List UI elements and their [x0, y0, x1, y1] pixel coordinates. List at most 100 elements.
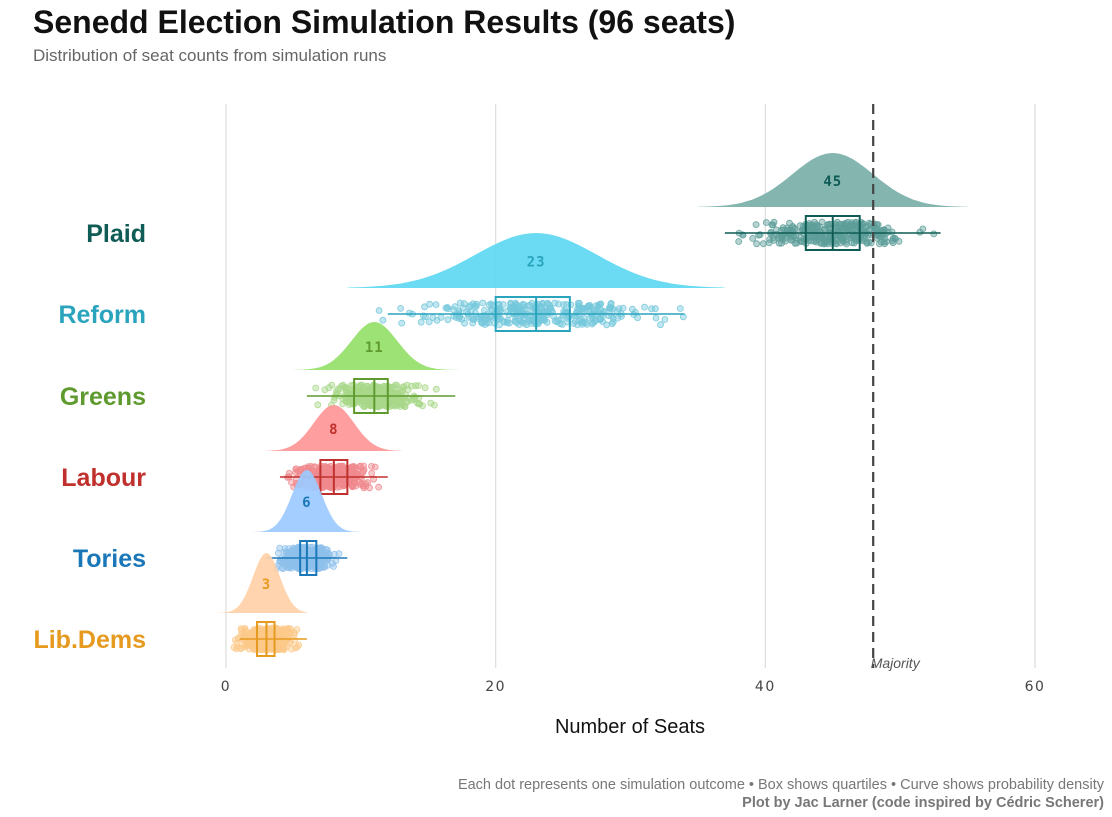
simulation-point: [242, 627, 250, 635]
simulation-point: [470, 315, 477, 323]
simulation-point: [752, 221, 760, 229]
simulation-point: [500, 318, 508, 326]
simulation-point: [479, 299, 487, 307]
simulation-point: [341, 383, 349, 391]
simulation-point: [471, 309, 479, 317]
iqr-box: [299, 540, 318, 576]
simulation-point: [352, 470, 360, 478]
simulation-point: [760, 240, 767, 248]
simulation-point: [432, 301, 440, 309]
simulation-point: [274, 549, 282, 557]
simulation-point: [538, 303, 546, 311]
simulation-point: [873, 221, 881, 229]
simulation-point: [351, 464, 359, 471]
iqr-box: [353, 378, 389, 414]
simulation-point: [241, 643, 249, 651]
simulation-point: [888, 228, 896, 236]
simulation-point: [556, 320, 564, 328]
simulation-point: [443, 303, 451, 311]
simulation-point: [559, 311, 567, 319]
x-axis-title: Number of Seats: [555, 716, 705, 738]
simulation-point: [267, 645, 275, 653]
series-labour: 8 Labour: [61, 405, 402, 495]
simulation-point: [231, 636, 239, 644]
simulation-point: [735, 238, 743, 245]
simulation-point: [314, 401, 322, 409]
simulation-point: [399, 401, 407, 409]
x-tick-label: 60: [1025, 679, 1046, 695]
simulation-point: [487, 306, 495, 314]
simulation-point: [766, 236, 773, 243]
simulation-point: [451, 303, 459, 311]
iqr-box: [494, 296, 571, 332]
chart-subtitle: Distribution of seat counts from simulat…: [33, 46, 387, 65]
simulation-point: [838, 220, 845, 228]
simulation-point: [676, 305, 684, 312]
density-curve: [347, 233, 725, 288]
simulation-point: [775, 234, 782, 242]
simulation-point: [393, 401, 401, 409]
chart-title: Senedd Election Simulation Results (96 s…: [33, 4, 736, 40]
simulation-point: [312, 384, 320, 392]
simulation-point: [814, 223, 821, 231]
simulation-point: [471, 302, 479, 310]
series-plaid: 45 Plaid: [86, 153, 968, 251]
simulation-point: [276, 557, 284, 565]
simulation-point: [769, 221, 777, 229]
simulation-point: [762, 219, 770, 226]
simulation-point: [864, 222, 872, 230]
simulation-point: [778, 239, 785, 247]
simulation-point: [355, 382, 363, 390]
simulation-point: [818, 218, 826, 226]
party-label: Reform: [58, 301, 146, 329]
simulation-point: [417, 318, 425, 326]
simulation-point: [320, 469, 328, 477]
simulation-point: [607, 299, 615, 307]
simulation-point: [652, 314, 660, 322]
simulation-point: [430, 401, 438, 409]
x-tick-label: 20: [485, 679, 506, 695]
median-label: 11: [365, 340, 384, 356]
density-curve: [212, 553, 307, 613]
simulation-point: [330, 563, 337, 570]
simulation-point: [337, 462, 345, 470]
simulation-point: [375, 307, 383, 314]
simulation-point: [593, 305, 600, 313]
simulation-point: [526, 301, 534, 309]
simulation-point: [414, 382, 422, 390]
median-label: 8: [329, 422, 338, 438]
simulation-point: [234, 643, 242, 651]
simulation-point: [784, 224, 791, 232]
simulation-point: [853, 221, 860, 229]
series-reform: 23 Reform: [58, 233, 725, 332]
simulation-point: [444, 316, 452, 324]
simulation-point: [364, 479, 372, 486]
simulation-point: [487, 300, 495, 308]
simulation-point: [491, 319, 499, 327]
simulation-point: [398, 384, 406, 391]
simulation-point: [579, 305, 587, 313]
caption-credit: Plot by Jac Larner (code inspired by Céd…: [742, 795, 1104, 811]
simulation-point: [930, 230, 938, 238]
simulation-point: [282, 558, 290, 566]
simulation-point: [360, 466, 368, 474]
simulation-point: [480, 306, 488, 314]
party-label: Greens: [60, 383, 146, 411]
x-tick-label: 40: [755, 679, 776, 695]
simulation-point: [563, 301, 570, 308]
simulation-point: [641, 303, 648, 311]
series-greens: 11 Greens: [60, 322, 469, 414]
simulation-point: [379, 316, 387, 324]
simulation-point: [555, 300, 562, 308]
party-label: Plaid: [86, 220, 146, 248]
simulation-point: [648, 305, 655, 313]
simulation-point: [317, 563, 325, 571]
simulation-point: [456, 299, 464, 307]
simulation-point: [512, 299, 519, 307]
simulation-point: [288, 551, 296, 558]
simulation-point: [266, 631, 274, 639]
simulation-point: [279, 645, 287, 653]
simulation-point: [514, 306, 522, 314]
x-tick-label: 0: [221, 679, 231, 695]
